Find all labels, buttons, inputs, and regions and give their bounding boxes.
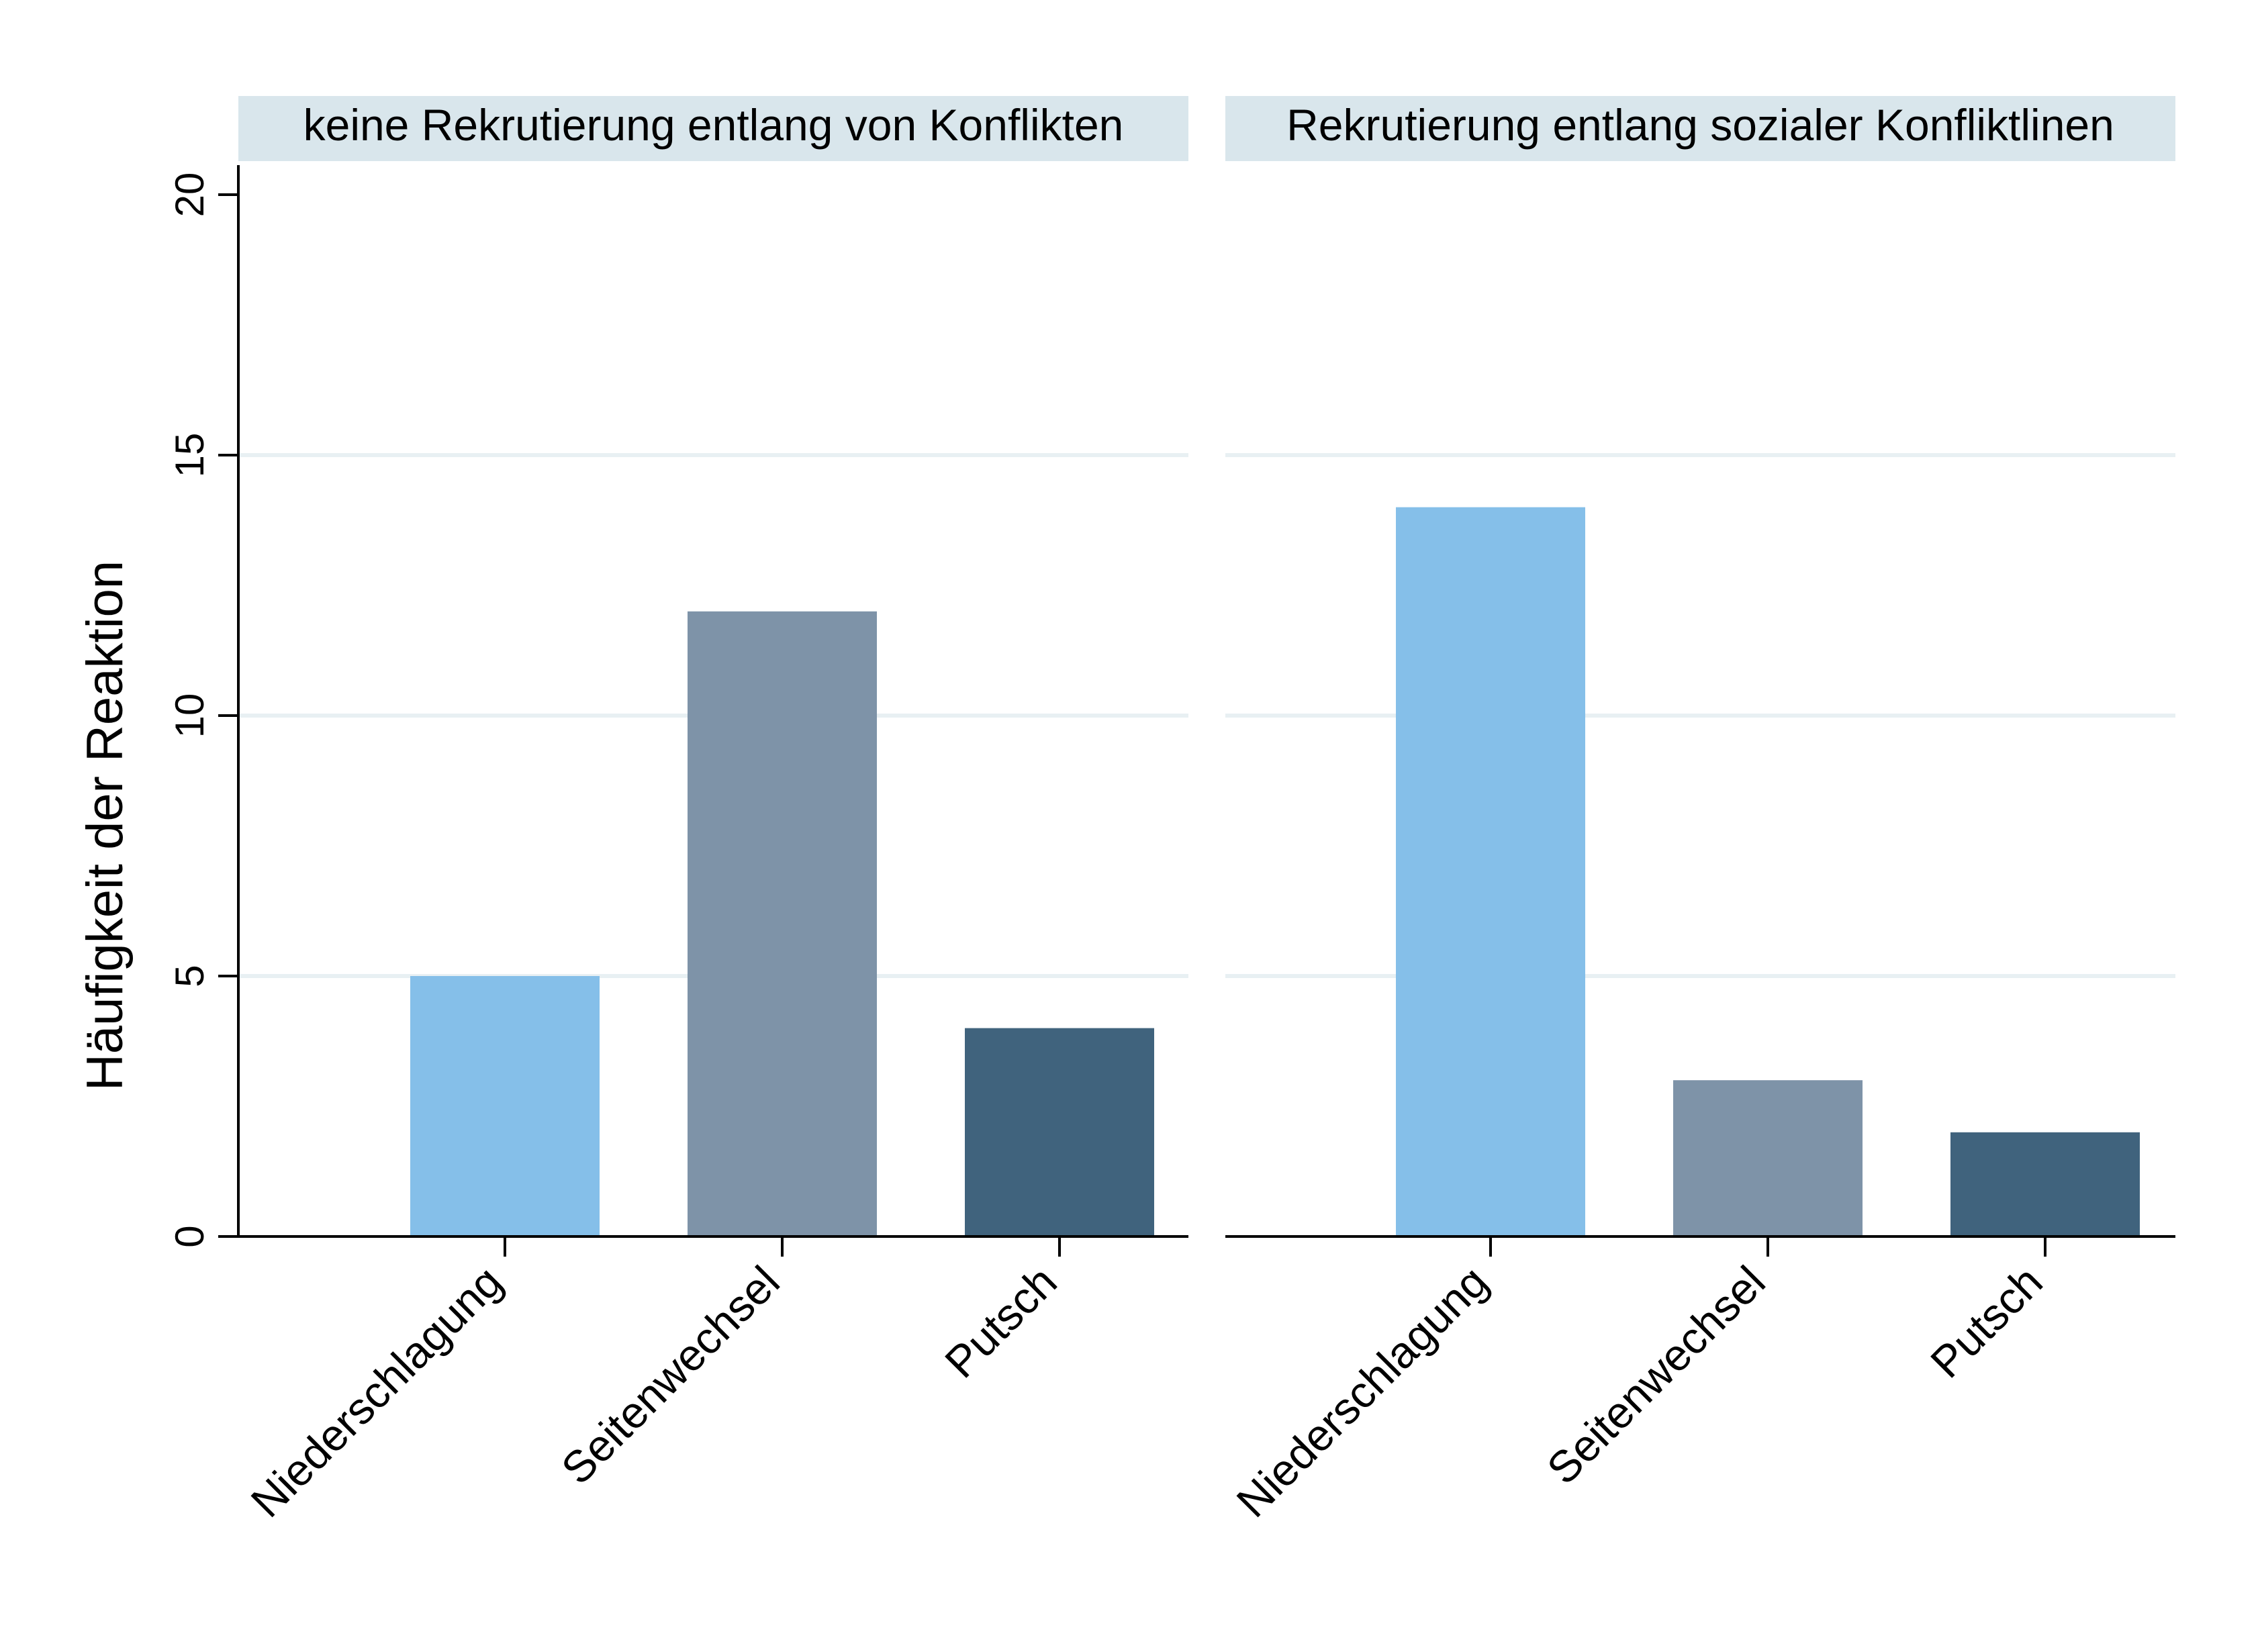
bar-seitenwechsel	[1673, 1080, 1863, 1236]
bar-niederschlagung	[1396, 507, 1585, 1236]
x-tick-label: Putsch	[1921, 1257, 2052, 1388]
bar-seitenwechsel	[688, 611, 877, 1236]
y-tick-label: 5	[167, 965, 212, 987]
panel-header	[1225, 96, 2175, 161]
x-tick-label: Niederschlagung	[241, 1257, 512, 1527]
x-tick-label: Seitenwechsel	[1538, 1257, 1775, 1494]
bar-putsch	[1950, 1132, 2140, 1236]
y-tick-label: 0	[167, 1225, 212, 1247]
x-tick-label: Seitenwechsel	[552, 1257, 789, 1494]
panel-title: Rekrutierung entlang sozialer Konfliktli…	[1286, 100, 2114, 150]
y-tick-label: 10	[167, 693, 212, 738]
bar-putsch	[965, 1028, 1154, 1236]
panels: keine Rekrutierung entlang von Konflikte…	[167, 96, 2175, 1526]
y-axis-title: Häufigkeit der Reaktion	[77, 561, 134, 1091]
panel-title: keine Rekrutierung entlang von Konflikte…	[303, 100, 1124, 150]
x-tick-label: Putsch	[935, 1257, 1066, 1388]
bar-niederschlagung	[410, 976, 600, 1236]
panel-header	[238, 96, 1188, 161]
chart-panel-2: Rekrutierung entlang sozialer Konfliktli…	[1225, 96, 2175, 1526]
x-tick-label: Niederschlagung	[1227, 1257, 1497, 1527]
y-tick-label: 20	[167, 173, 212, 217]
chart-panel-1: keine Rekrutierung entlang von Konflikte…	[167, 96, 1188, 1526]
y-axis: 0 5 10 15 20	[167, 165, 240, 1248]
y-tick-label: 15	[167, 433, 212, 478]
